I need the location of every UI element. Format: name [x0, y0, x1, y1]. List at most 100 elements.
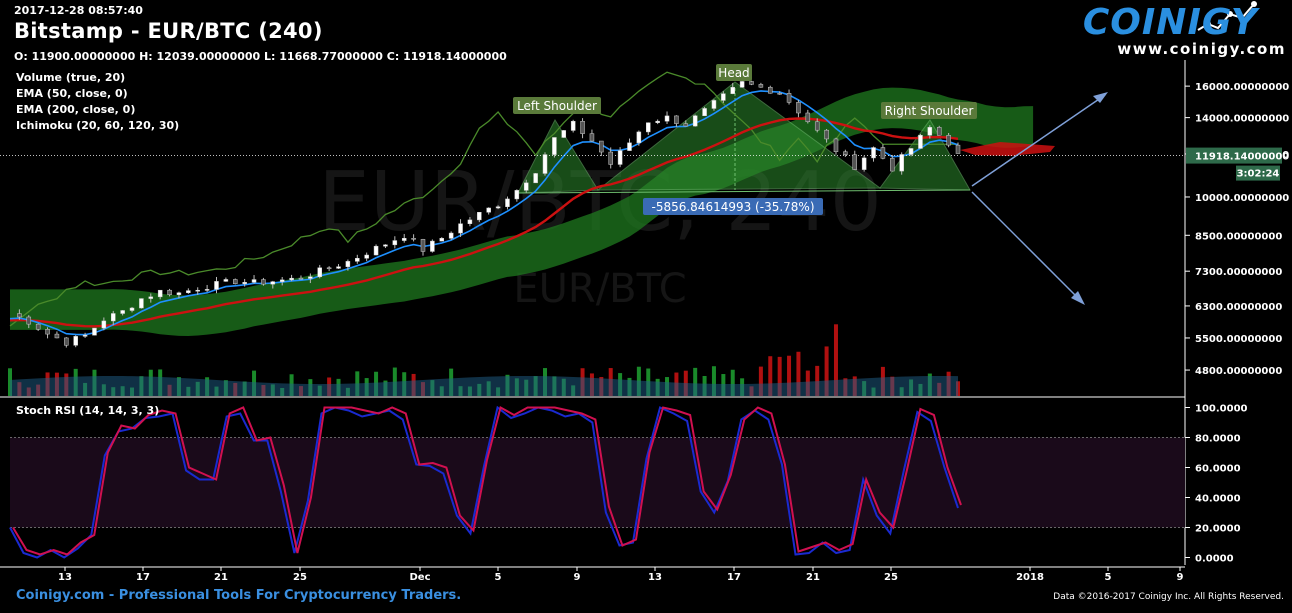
- candle-body: [796, 102, 801, 114]
- volume-bar: [833, 324, 838, 396]
- up-projection-arrow: [971, 94, 1106, 187]
- candle-body: [880, 147, 886, 159]
- timestamp: 2017-12-28 08:57:40: [14, 4, 143, 17]
- candle-body: [308, 276, 313, 279]
- candle-body: [655, 120, 660, 123]
- price-tick-label: 8500.00000000: [1195, 231, 1282, 242]
- price-tick-label: 6300.00000000: [1195, 302, 1282, 313]
- price-tick-label: 4800.00000000: [1195, 366, 1282, 377]
- candle-body: [852, 154, 858, 170]
- indicator-ema200[interactable]: EMA (200, close, 0): [16, 103, 136, 116]
- indicator-volume[interactable]: Volume (true, 20): [16, 71, 126, 84]
- candle-body: [824, 129, 829, 140]
- candle-body: [542, 154, 548, 174]
- stoch-tick-label: 40.0000: [1195, 494, 1241, 505]
- candle-body: [768, 86, 773, 94]
- candle-body: [936, 127, 942, 136]
- annotation-label: Right Shoulder: [885, 104, 974, 118]
- price-axis: 16000.0000000014000.0000000012000.000000…: [0, 60, 1289, 565]
- footer-tagline[interactable]: Coinigy.com - Professional Tools For Cry…: [16, 588, 462, 603]
- coinigy-logo: [1197, 1, 1257, 31]
- candle-body: [702, 108, 707, 116]
- logo-wordmark: COINIGY: [1082, 2, 1258, 43]
- time-tick-label: 13: [58, 572, 72, 583]
- price-tick-label: 5500.00000000: [1195, 334, 1282, 345]
- pattern-labels: Left Shoulder Head Right Shoulder -5856.846…: [513, 64, 977, 215]
- watermark-sub: EUR/BTC: [513, 266, 686, 312]
- candle-body: [430, 240, 435, 252]
- ema200-line: [9, 117, 959, 328]
- down-projection-arrow: [971, 191, 1083, 303]
- candle-body: [270, 281, 276, 285]
- logo-url: www.coinigy.com: [1117, 40, 1286, 58]
- candle-body: [110, 313, 116, 322]
- candle-body: [561, 130, 567, 138]
- candle-body: [730, 87, 735, 94]
- time-tick-label: 5: [1105, 572, 1112, 583]
- down-arrowhead: [1071, 291, 1085, 305]
- candle-body: [186, 290, 191, 294]
- indicator-ema50[interactable]: EMA (50, close, 0): [16, 87, 128, 100]
- candle-body: [617, 150, 623, 165]
- candle-body: [401, 238, 407, 241]
- stoch-tick-label: 80.0000: [1195, 434, 1241, 445]
- volume-bar: [824, 346, 829, 396]
- candle-body: [101, 320, 107, 329]
- candle-body: [317, 267, 322, 278]
- time-tick-label: 9: [1177, 572, 1184, 583]
- candle-body: [120, 310, 125, 314]
- candle-body: [533, 173, 538, 184]
- annotation-box: [643, 198, 823, 215]
- time-tick-label: 9: [574, 572, 581, 583]
- countdown-value: 3:02:24: [1237, 169, 1280, 180]
- candle-body: [289, 277, 294, 281]
- candle-body: [92, 327, 97, 336]
- candle-body: [739, 81, 745, 88]
- candle-body: [955, 144, 961, 154]
- candle-body: [580, 121, 585, 134]
- ema50-line: [9, 90, 959, 336]
- candle-body: [843, 151, 848, 155]
- candle-body: [467, 219, 473, 224]
- indicator-stoch-rsi[interactable]: Stoch RSI (14, 14, 3, 3): [16, 404, 160, 417]
- indicator-lines: [0, 71, 1185, 336]
- candle-body: [129, 307, 135, 311]
- annotation-label: Head: [718, 66, 749, 80]
- price-tick-label: 7300.00000000: [1195, 267, 1282, 278]
- time-tick-label: 5: [495, 572, 502, 583]
- candle-body: [927, 127, 933, 136]
- neckline: [517, 189, 971, 194]
- candles: [17, 79, 961, 348]
- ohlc-readout: O: 11900.00000000 H: 12039.00000000 L: 1…: [14, 50, 507, 63]
- time-tick-label: Dec: [409, 572, 430, 583]
- volume-bars: [8, 324, 960, 396]
- candle-body: [627, 142, 632, 151]
- candle-body: [279, 279, 285, 282]
- candle-body: [45, 329, 50, 335]
- up-arrowhead: [1093, 92, 1108, 103]
- candle-body: [861, 157, 867, 170]
- indicator-ichimoku[interactable]: Ichimoku (20, 60, 120, 30): [16, 119, 180, 132]
- candle-body: [486, 207, 491, 213]
- candle-body: [458, 223, 463, 234]
- candle-body: [777, 92, 782, 95]
- stoch-tick-label: 60.0000: [1195, 464, 1241, 475]
- candle-body: [646, 122, 651, 133]
- candle-body: [383, 244, 388, 247]
- candle-body: [636, 131, 642, 144]
- price-tick-label: 16000.00000000: [1195, 82, 1289, 93]
- candle-body: [35, 323, 41, 330]
- candle-body: [336, 266, 341, 269]
- candle-body: [139, 298, 144, 309]
- candle-body: [82, 334, 88, 337]
- candle-body: [17, 313, 22, 318]
- countdown-tag: [1236, 165, 1280, 181]
- current-price-tag: [1186, 147, 1282, 164]
- candle-body: [364, 254, 369, 259]
- candle-body: [214, 281, 219, 290]
- volume-bar: [796, 351, 801, 396]
- candle-body: [157, 289, 163, 298]
- price-tick-label: 14000.00000000: [1195, 114, 1289, 125]
- candle-body: [448, 232, 454, 239]
- candle-body: [899, 154, 904, 172]
